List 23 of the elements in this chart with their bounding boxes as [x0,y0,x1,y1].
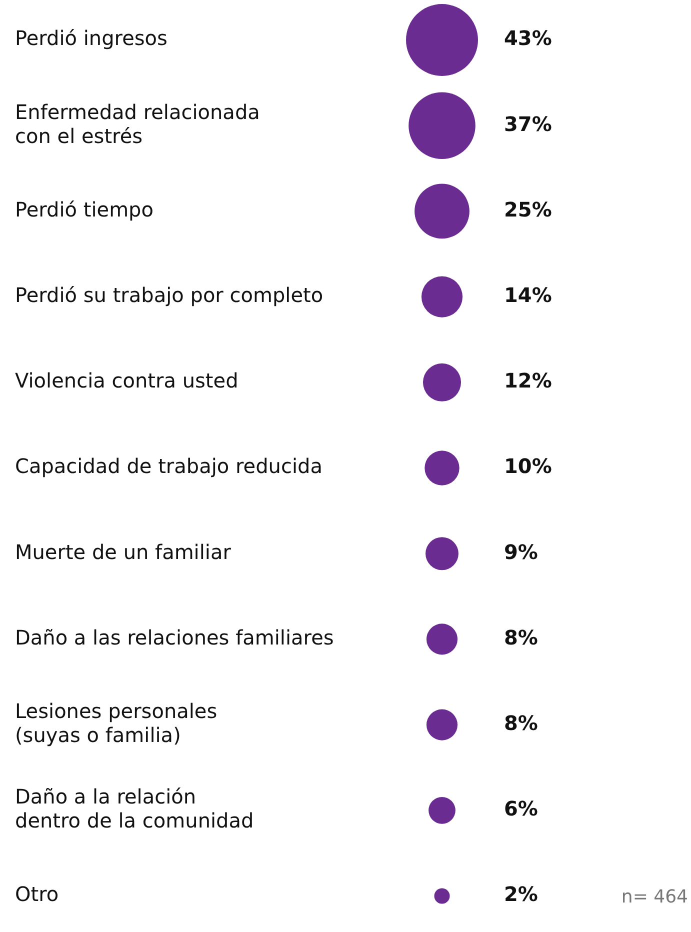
category-label: Capacidad de trabajo reducida [15,454,322,478]
category-label: Perdió su trabajo por completo [15,283,324,308]
category-label: Perdió ingresos [15,26,168,50]
data-label: 6% [504,796,538,821]
data-label: 9% [504,540,538,564]
data-label: 37% [504,112,552,136]
data-label: 25% [504,197,552,222]
text: n= 464 [621,886,688,908]
data-label: 2% [504,882,538,906]
data-label: 8% [504,711,538,736]
data-label: 43% [504,26,552,50]
category-label: Enfermedad relacionada con el estrés [15,100,260,148]
category-label: Violencia contra usted [15,368,238,393]
category-label: Daño a las relaciones familiares [15,625,334,650]
category-label: Muerte de un familiar [15,540,232,564]
category-label: Otro [15,882,59,906]
category-label: Lesiones personales (suyas o familia) [15,699,218,748]
data-label: 14% [504,283,552,308]
data-label: 10% [504,454,552,478]
data-label: 8% [504,625,538,650]
category-label: Daño a la relación dentro de la comunidad [15,784,254,833]
data-label: 12% [504,368,552,393]
category-label: Perdió tiempo [15,197,154,222]
